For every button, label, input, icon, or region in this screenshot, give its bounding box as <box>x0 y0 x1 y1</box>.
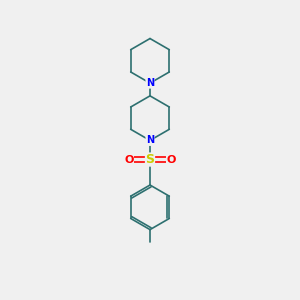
Text: N: N <box>146 78 154 88</box>
Text: S: S <box>146 153 154 166</box>
Text: N: N <box>146 135 154 146</box>
Text: O: O <box>167 154 176 165</box>
Text: O: O <box>124 154 134 165</box>
